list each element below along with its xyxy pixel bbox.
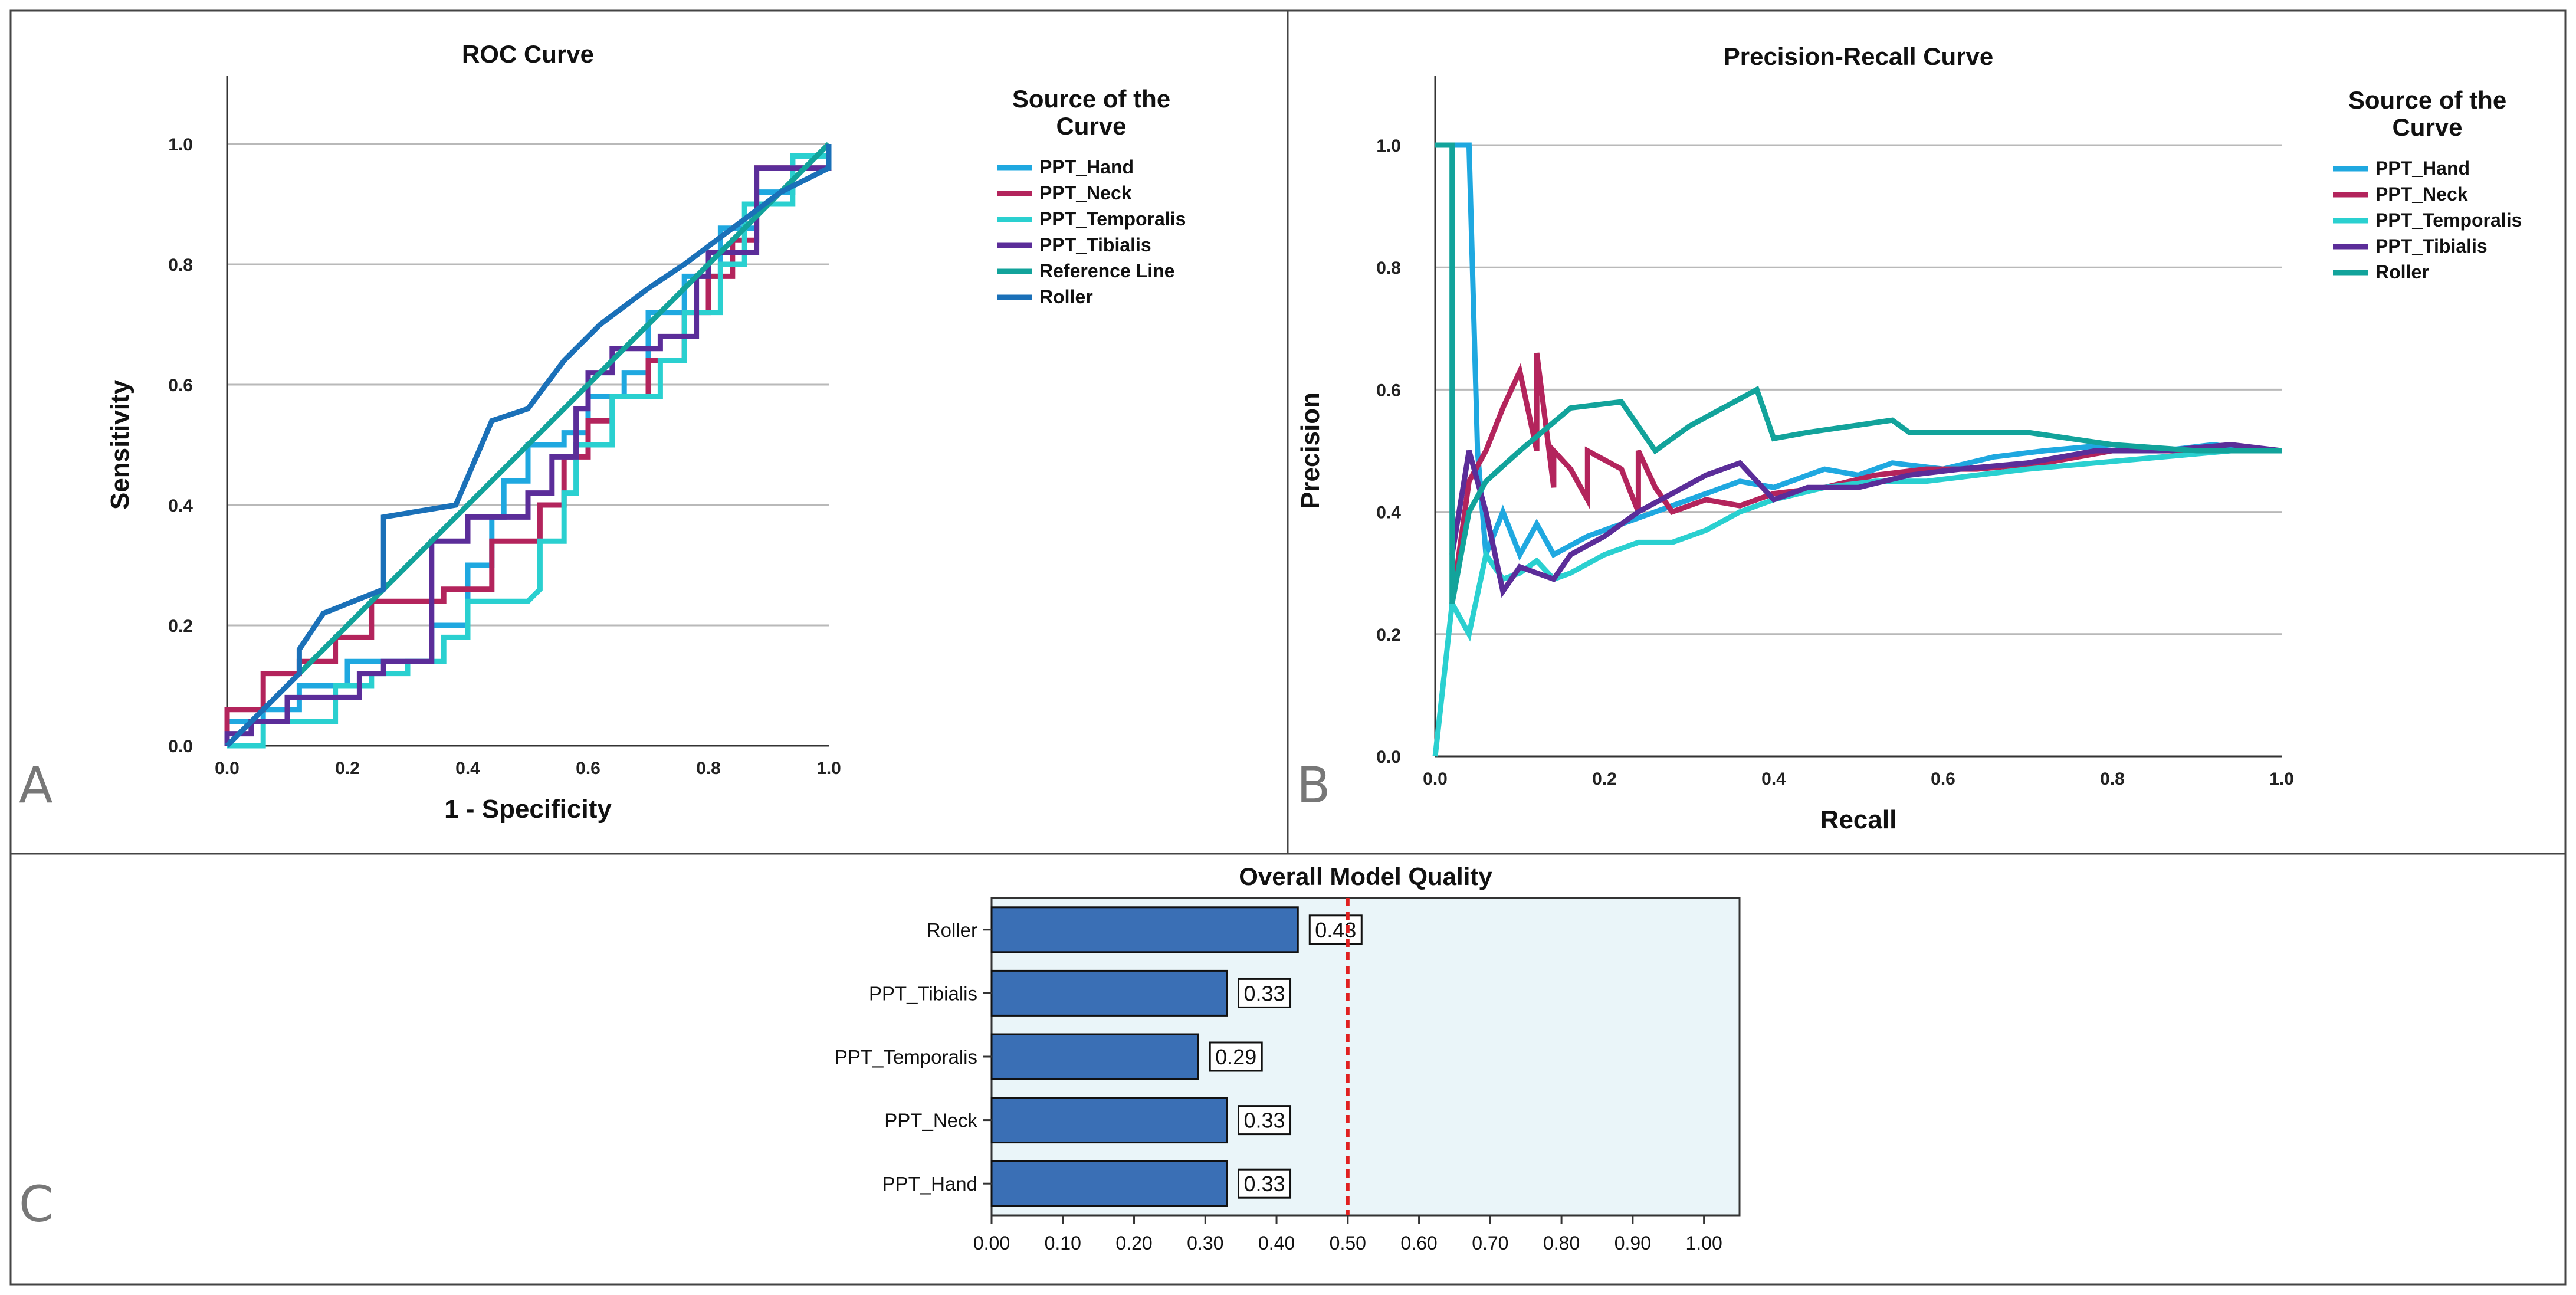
x-tick-label: 0.80 bbox=[1543, 1232, 1580, 1254]
legend-entry: PPT_Tibialis bbox=[1039, 234, 1151, 255]
x-tick-label: 0.2 bbox=[335, 759, 360, 778]
series-line-reference-line bbox=[225, 142, 831, 748]
series-line-ppt-temporalis bbox=[227, 144, 832, 749]
legend-entry: Reference Line bbox=[1039, 260, 1174, 281]
chart-title-roc: ROC Curve bbox=[462, 40, 594, 68]
y-tick-label: 0.8 bbox=[168, 255, 193, 275]
series-line-ppt-hand bbox=[1452, 142, 2282, 561]
x-tick-label: 0.8 bbox=[2100, 769, 2125, 789]
legend-entry: PPT_Hand bbox=[1039, 156, 1134, 178]
x-tick-label: 0.8 bbox=[696, 759, 721, 778]
category-label: PPT_Tibialis bbox=[869, 982, 977, 1004]
x-tick-label: 0.0 bbox=[1423, 769, 1448, 789]
legend-entry: PPT_Neck bbox=[2375, 183, 2468, 205]
panel-label-B: B bbox=[1297, 756, 1331, 814]
x-tick-label: 0.30 bbox=[1187, 1232, 1223, 1254]
y-tick-label: 0.0 bbox=[168, 737, 193, 756]
x-tick-label: 0.20 bbox=[1115, 1232, 1152, 1254]
data-label-box bbox=[1238, 1168, 1292, 1199]
y-tick-label: 0.6 bbox=[1376, 381, 1401, 400]
y-tick-label: 0.4 bbox=[1376, 503, 1401, 523]
data-label: 0.43 bbox=[1315, 918, 1356, 942]
legend-title-line2: Curve bbox=[1056, 112, 1126, 140]
y-tick-label: 0.6 bbox=[168, 376, 193, 395]
y-tick-label: 1.0 bbox=[168, 135, 193, 155]
x-tick-label: 0.40 bbox=[1258, 1232, 1295, 1254]
data-label: 0.33 bbox=[1243, 1172, 1285, 1196]
x-tick-label: 1.0 bbox=[2269, 769, 2294, 789]
category-label: PPT_Hand bbox=[882, 1173, 977, 1195]
y-tick-label: 0.8 bbox=[1376, 258, 1401, 278]
legend-entry: Roller bbox=[2375, 261, 2429, 283]
category-label: Roller bbox=[927, 919, 977, 941]
category-label: PPT_Neck bbox=[884, 1110, 977, 1132]
series-line-ppt-tibialis bbox=[224, 144, 832, 746]
legend-entry: PPT_Temporalis bbox=[1039, 208, 1186, 230]
bar bbox=[990, 1097, 1228, 1144]
data-label-box bbox=[1308, 914, 1363, 945]
series-line-roller bbox=[1435, 142, 2282, 604]
data-label: 0.33 bbox=[1243, 981, 1285, 1005]
x-tick-label: 0.00 bbox=[973, 1232, 1010, 1254]
y-axis-label: Sensitivity bbox=[106, 379, 134, 510]
series-line-roller bbox=[225, 144, 832, 748]
x-tick-label: 0.60 bbox=[1400, 1232, 1437, 1254]
x-axis-label: Recall bbox=[1820, 805, 1897, 834]
series-line-ppt-neck bbox=[1449, 352, 2282, 604]
x-tick-label: 0.2 bbox=[1592, 769, 1617, 789]
category-label: PPT_Temporalis bbox=[835, 1046, 977, 1068]
legend-entry: PPT_Neck bbox=[1039, 182, 1132, 204]
y-tick-label: 1.0 bbox=[1376, 136, 1401, 156]
data-label-box bbox=[1238, 978, 1292, 1008]
x-tick-label: 0.4 bbox=[455, 759, 480, 778]
legend-entry: PPT_Temporalis bbox=[2375, 209, 2522, 231]
x-tick-label: 1.0 bbox=[816, 759, 841, 778]
x-tick-label: 0.6 bbox=[1931, 769, 1955, 789]
data-label-box bbox=[1209, 1041, 1263, 1072]
x-tick-label: 0.10 bbox=[1045, 1232, 1081, 1254]
legend-entry: PPT_Hand bbox=[2375, 158, 2470, 179]
series-line-ppt-temporalis bbox=[1432, 448, 2282, 757]
y-tick-label: 0.2 bbox=[1376, 625, 1401, 645]
series-line-ppt-tibialis bbox=[1449, 442, 2282, 598]
y-axis-label: Precision bbox=[1296, 392, 1325, 509]
x-tick-label: 0.6 bbox=[576, 759, 600, 778]
bar bbox=[990, 969, 1228, 1017]
legend-entry: PPT_Tibialis bbox=[2375, 235, 2488, 257]
x-tick-label: 0.50 bbox=[1330, 1232, 1366, 1254]
y-tick-label: 0.2 bbox=[168, 617, 193, 636]
x-axis-label: 1 - Specificity bbox=[444, 795, 612, 824]
bar bbox=[990, 906, 1299, 953]
panel-label-C: C bbox=[19, 1175, 54, 1233]
x-tick-label: 0.90 bbox=[1614, 1232, 1651, 1254]
data-label-box bbox=[1238, 1105, 1292, 1136]
bar bbox=[990, 1033, 1199, 1080]
x-tick-label: 1.00 bbox=[1685, 1232, 1722, 1254]
legend-title: Source of the bbox=[1012, 85, 1170, 113]
x-tick-label: 0.0 bbox=[215, 759, 239, 778]
data-label: 0.33 bbox=[1243, 1109, 1285, 1133]
chart-title-quality: Overall Model Quality bbox=[1239, 863, 1492, 890]
legend-entry: Roller bbox=[1039, 286, 1093, 307]
data-label: 0.29 bbox=[1215, 1045, 1256, 1069]
y-tick-label: 0.0 bbox=[1376, 748, 1401, 767]
y-tick-label: 0.4 bbox=[168, 496, 193, 516]
legend-title: Source of the bbox=[2348, 86, 2506, 114]
x-tick-label: 0.70 bbox=[1472, 1232, 1508, 1254]
x-tick-label: 0.4 bbox=[1761, 769, 1786, 789]
bar bbox=[990, 1160, 1228, 1207]
panel-label-A: A bbox=[19, 756, 52, 814]
legend-title-line2: Curve bbox=[2392, 113, 2462, 141]
chart-title-pr: Precision-Recall Curve bbox=[1724, 42, 1994, 70]
